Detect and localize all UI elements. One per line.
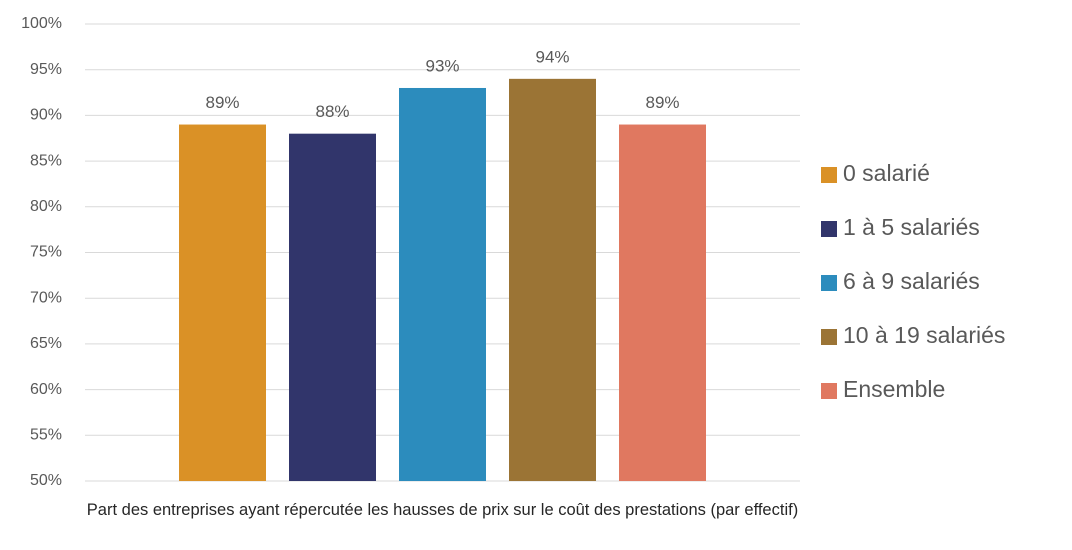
legend-swatch — [821, 329, 837, 345]
legend-label: Ensemble — [843, 376, 945, 402]
y-tick-label: 65% — [30, 335, 62, 352]
category-label: Part des entreprises ayant répercutée le… — [86, 501, 799, 519]
legend-label: 10 à 19 salariés — [843, 322, 1005, 348]
data-label: 88% — [315, 102, 349, 121]
y-tick-label: 95% — [30, 61, 62, 78]
data-label: 89% — [645, 93, 679, 112]
legend-swatch — [821, 275, 837, 291]
bar — [619, 124, 706, 481]
bar — [509, 78, 596, 481]
legend-swatch — [821, 167, 837, 183]
y-tick-label: 85% — [30, 152, 62, 169]
data-label: 93% — [425, 56, 459, 75]
legend-swatch — [821, 383, 837, 399]
y-tick-label: 100% — [21, 15, 62, 32]
data-label: 94% — [535, 47, 569, 66]
y-tick-label: 75% — [30, 244, 62, 261]
legend-swatch — [821, 221, 837, 237]
y-tick-label: 55% — [30, 427, 62, 444]
y-tick-label: 80% — [30, 198, 62, 215]
y-tick-label: 70% — [30, 289, 62, 306]
bar — [399, 87, 486, 481]
y-tick-label: 60% — [30, 381, 62, 398]
y-tick-label: 50% — [30, 472, 62, 489]
y-tick-label: 90% — [30, 107, 62, 124]
data-label: 89% — [205, 93, 239, 112]
legend-label: 0 salarié — [843, 160, 930, 186]
legend-label: 6 à 9 salariés — [843, 268, 980, 294]
bar — [289, 133, 376, 481]
legend-label: 1 à 5 salariés — [843, 214, 980, 240]
bar — [179, 124, 266, 481]
